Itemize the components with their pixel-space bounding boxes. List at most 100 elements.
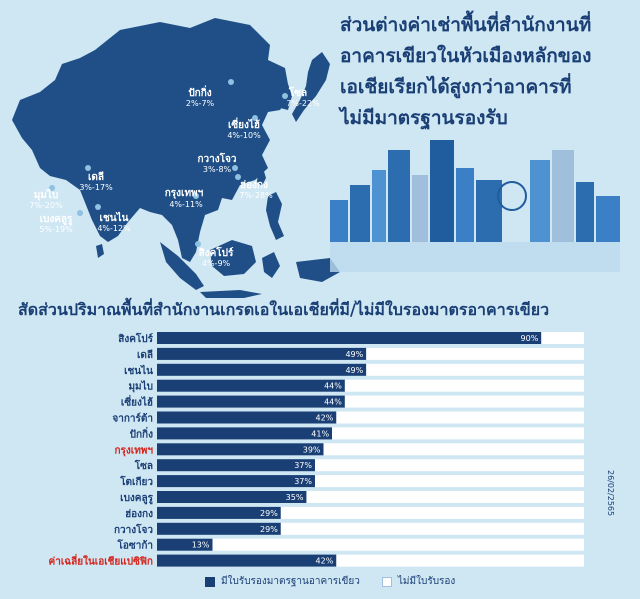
data-label: 42% [316,414,334,423]
building [372,170,386,242]
data-label: 37% [294,477,312,486]
bar-certified [157,411,337,424]
headline: ส่วนต่างค่าเช่าพื้นที่สำนักงานที่ อาคารเ… [340,10,635,134]
philippines [266,192,284,240]
sumatra [160,242,204,290]
data-label: 41% [311,429,329,438]
building [476,180,502,242]
bar-uncertified [541,332,584,344]
bar-uncertified [366,347,584,360]
data-label: 29% [260,509,278,518]
asia-landmass [12,18,290,262]
city-dot-singapore [195,241,201,247]
legend-swatch-certified [205,576,215,587]
category-label: เบงคลูรู [120,493,153,505]
building [530,160,550,242]
legend-item-uncertified: ไม่มีใบรับรอง [381,574,455,589]
category-label: เซี่ยงไฮ้ [121,395,153,409]
bar-uncertified [280,522,584,535]
bar-certified [157,475,315,488]
category-label: โอซาก้า [117,539,153,552]
bar-chart: สิงคโปร์ 90% เดลี 49% เชนไน 49% มุมไบ 44% เซี่ยง… [49,332,584,568]
bar-uncertified [323,443,584,456]
japan [292,52,330,122]
data-label: 90% [521,334,539,343]
skyline-reflection [330,242,620,272]
data-label: 29% [260,525,278,534]
legend-swatch-uncertified [381,576,392,587]
bar-uncertified [314,475,584,488]
legend-label: มีใบรับรองมาตรฐานอาคารเขียว [221,576,360,587]
skyline-illustration [330,140,620,272]
category-label: จาการ์ต้า [112,413,153,425]
building [350,185,370,242]
city-dot-hongkong [235,174,241,180]
map-label-range: 4%-9% [202,259,231,268]
legend-item-certified: มีใบรับรองมาตรฐานอาคารเขียว [205,574,360,589]
map-label-city: กรุงเทพฯ [165,188,204,199]
chart-title: สัดส่วนปริมาณพื้นที่สำนักงานเกรดเอในเอเช… [18,300,550,319]
city-dot-shanghai [252,115,258,121]
map-label-city: ฮ่องกง [240,179,268,191]
new-guinea [296,258,340,282]
ferris-wheel [497,181,527,211]
building [576,182,594,242]
category-label: โตเกียว [119,475,153,488]
bar-certified [157,379,345,392]
building [430,140,454,242]
building [552,150,574,242]
map-label-range: 7%-20% [29,201,63,210]
category-label: มุมไบ [128,380,153,393]
bar-certified [157,491,307,503]
map-label-range: 3%-8% [203,165,232,174]
bar-uncertified [314,459,584,472]
category-label: โซล [134,459,153,472]
city-dot-bangkok [193,193,199,199]
bar-uncertified [366,363,584,376]
map-label-range: 7%-28% [239,191,273,200]
bar-uncertified [336,411,584,424]
category-label: ปักกิ่ง [130,426,153,440]
data-label: 44% [324,398,342,407]
map-label-city: เดลี [88,171,104,183]
category-label: สิงคโปร์ [118,332,153,345]
data-label: 42% [316,557,334,566]
sri-lanka [96,244,104,258]
building [596,196,620,242]
city-dot-delhi [85,165,91,171]
category-label: เดลี [137,349,153,361]
building [412,175,428,242]
data-label: 49% [345,350,363,359]
city-dot-chennai [95,204,101,210]
sulawesi [262,252,280,278]
bar-certified [157,459,315,472]
bar-certified [157,427,333,440]
data-label: 35% [286,493,304,502]
category-label: ค่าเฉลี่ยในเอเชียแปซิฟิก [49,554,153,568]
city-dot-mumbai [49,185,55,191]
map-label-range: 4%-11% [169,200,203,209]
bar-certified [157,347,367,360]
bar-certified [157,363,367,376]
bar-certified [157,395,345,408]
building [388,150,410,242]
map-label-range: 4%-10% [227,131,261,140]
map-label-range: 3%-17% [79,183,113,192]
bar-uncertified [332,427,584,440]
taiwan [257,168,266,186]
map-label-city: เซี่ยงไฮ้ [228,117,260,131]
category-label: กรุงเทพฯ [114,445,153,456]
borneo [210,240,256,276]
bar-uncertified [336,554,584,567]
chart-legend: มีใบรับรองมาตรฐานอาคารเขียว ไม่มีใบรับรอ… [205,574,455,589]
category-label: เชนไน [124,364,153,377]
city-dot-beijing [228,79,234,85]
data-label: 49% [345,366,363,375]
category-label: ฮ่องกง [125,508,153,520]
city-dot-seoul [282,93,288,99]
bar-certified [157,506,281,519]
building [330,200,348,242]
bar-certified [157,443,324,456]
map-label-range: 7%-22% [286,99,320,108]
